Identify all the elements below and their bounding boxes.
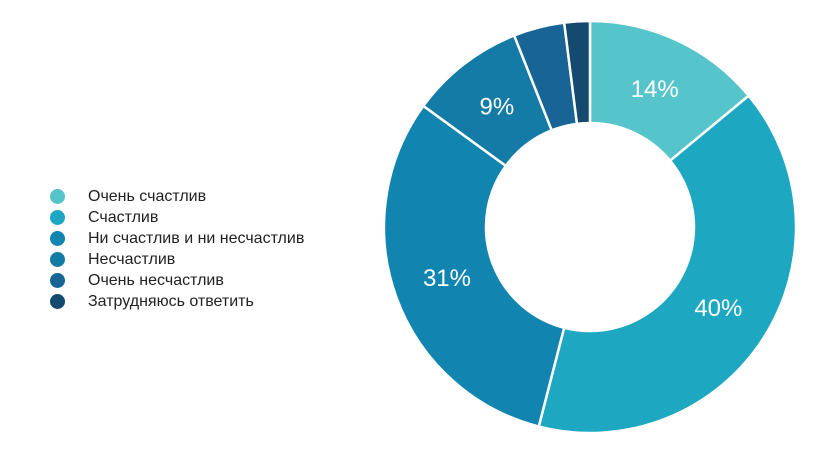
legend-swatch <box>50 294 65 309</box>
donut-slice <box>588 19 751 163</box>
donut-slice <box>382 104 566 429</box>
legend-label: Очень несчастлив <box>88 271 224 289</box>
slice-value-label: 9% <box>479 93 514 120</box>
legend-label: Ни счастлив и ни несчастлив <box>88 229 305 247</box>
legend-swatch <box>50 210 65 225</box>
legend-item: Счастлив <box>50 207 304 228</box>
legend-swatch <box>50 273 65 288</box>
donut-slice <box>537 93 798 435</box>
legend-label: Очень счастлив <box>88 187 207 205</box>
legend-item: Затрудняюсь ответить <box>50 291 304 312</box>
donut-slice <box>562 19 592 126</box>
legend-swatch <box>50 252 65 267</box>
slice-value-label: 31% <box>423 265 471 292</box>
legend-item: Ни счастлив и ни несчастлив <box>50 228 304 249</box>
legend-swatch <box>50 189 65 204</box>
slice-value-label: 14% <box>631 76 679 103</box>
legend-item: Очень счастлив <box>50 186 304 207</box>
legend-swatch <box>50 231 65 246</box>
legend-item: Несчастлив <box>50 249 304 270</box>
slice-value-label: 40% <box>694 295 742 322</box>
legend-label: Затрудняюсь ответить <box>88 292 254 310</box>
chart-legend: Очень счастлив Счастлив Ни счастлив и ни н… <box>50 186 304 312</box>
legend-label: Несчастлив <box>88 250 176 268</box>
legend-item: Очень несчастлив <box>50 270 304 291</box>
legend-label: Счастлив <box>88 208 159 226</box>
